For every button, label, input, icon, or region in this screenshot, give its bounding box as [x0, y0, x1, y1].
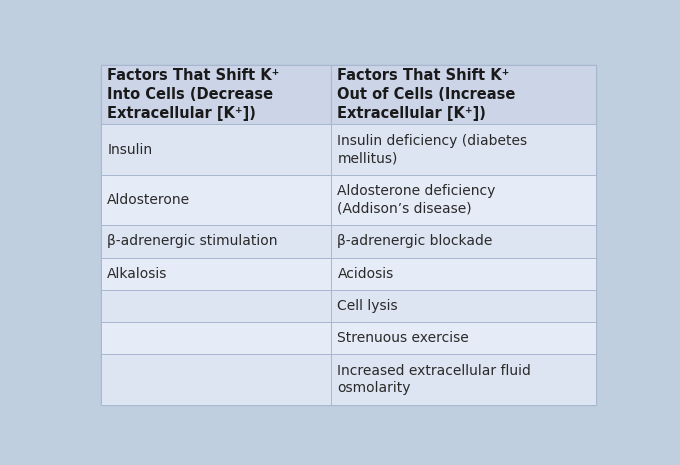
- Text: Alkalosis: Alkalosis: [107, 266, 167, 281]
- Text: Insulin deficiency (diabetes
mellitus): Insulin deficiency (diabetes mellitus): [337, 134, 528, 165]
- Bar: [331, 354, 596, 405]
- Text: Factors That Shift K⁺
Into Cells (Decrease
Extracellular [K⁺]): Factors That Shift K⁺ Into Cells (Decrea…: [107, 68, 279, 120]
- Bar: [331, 124, 596, 175]
- Text: Strenuous exercise: Strenuous exercise: [337, 331, 469, 345]
- Text: β-adrenergic blockade: β-adrenergic blockade: [337, 234, 493, 248]
- Text: β-adrenergic stimulation: β-adrenergic stimulation: [107, 234, 277, 248]
- Bar: [101, 290, 331, 322]
- Text: Factors That Shift K⁺
Out of Cells (Increase
Extracellular [K⁺]): Factors That Shift K⁺ Out of Cells (Incr…: [337, 68, 516, 120]
- Text: Acidosis: Acidosis: [337, 266, 394, 281]
- Bar: [101, 322, 331, 354]
- Bar: [331, 65, 596, 124]
- Bar: [331, 225, 596, 258]
- Bar: [331, 290, 596, 322]
- Text: Insulin: Insulin: [107, 142, 152, 157]
- Bar: [101, 258, 331, 290]
- Text: Aldosterone: Aldosterone: [107, 193, 190, 207]
- Bar: [331, 175, 596, 225]
- Bar: [101, 65, 331, 124]
- Bar: [101, 354, 331, 405]
- Text: Aldosterone deficiency
(Addison’s disease): Aldosterone deficiency (Addison’s diseas…: [337, 184, 496, 216]
- Bar: [101, 175, 331, 225]
- Bar: [331, 258, 596, 290]
- Bar: [101, 225, 331, 258]
- Text: Increased extracellular fluid
osmolarity: Increased extracellular fluid osmolarity: [337, 364, 531, 395]
- Text: Cell lysis: Cell lysis: [337, 299, 398, 313]
- Bar: [331, 322, 596, 354]
- Bar: [101, 124, 331, 175]
